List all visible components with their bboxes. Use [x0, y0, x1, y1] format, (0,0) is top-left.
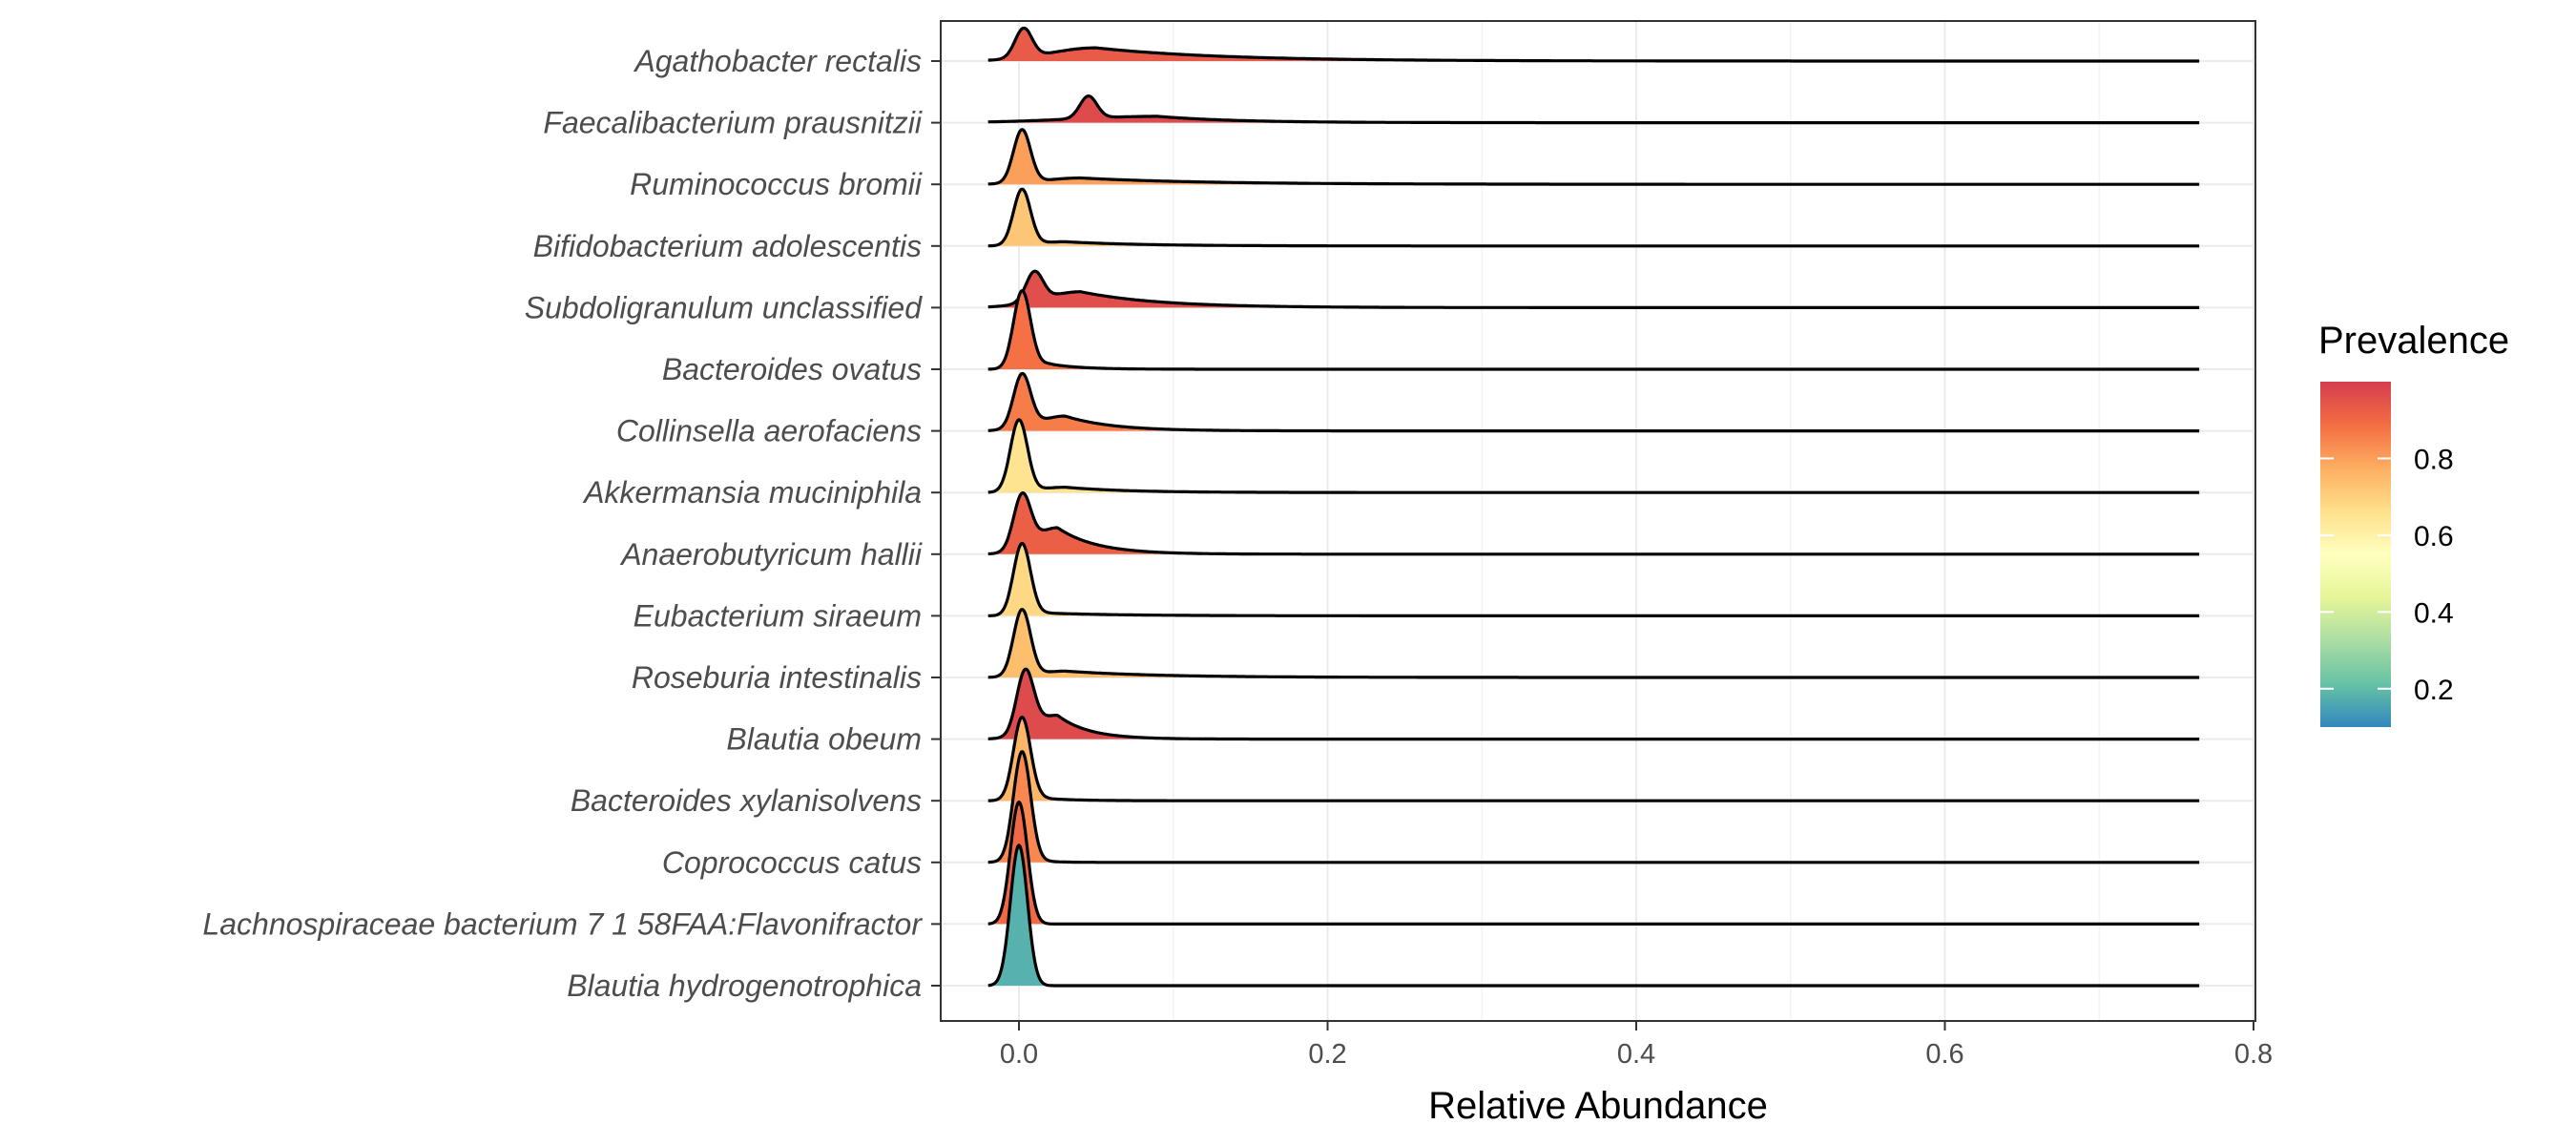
ridge-agathobacter-rectalis	[987, 26, 2200, 63]
ridge-outline	[987, 94, 2200, 125]
ridge-fill	[987, 717, 2200, 802]
ridge-outline	[987, 418, 2200, 494]
ridge-outline	[987, 716, 2200, 802]
ridge-coprococcus-catus	[987, 750, 2200, 864]
ridge-ruminococcus-bromii	[987, 128, 2200, 186]
y-tick-label: Anaerobutyricum hallii	[619, 537, 923, 572]
ridge-fill	[987, 271, 2200, 308]
ridge-bacteroides-ovatus	[987, 289, 2200, 371]
legend-tick-label: 0.4	[2414, 597, 2454, 629]
ridge-fill	[987, 28, 2200, 61]
legend-colorbar	[2320, 382, 2391, 727]
ridge-outline	[987, 269, 2200, 309]
y-tick-label: Roseburia intestinalis	[632, 660, 922, 695]
ridge-fill	[987, 189, 2200, 246]
ridge-anaerobutyricum-hallii	[987, 490, 2200, 556]
ridge-subdoligranulum-unclassified	[987, 269, 2200, 309]
ridge-fill	[987, 373, 2200, 431]
ridge-fill	[987, 669, 2200, 739]
x-axis-title: Relative Abundance	[1428, 1085, 1768, 1127]
ridge-roseburia-intestinalis	[987, 608, 2200, 679]
ridge-outline	[987, 608, 2200, 679]
x-tick-label: 0.8	[2234, 1039, 2273, 1070]
ridge-fill	[987, 492, 2200, 554]
legend-tick-label: 0.6	[2414, 521, 2454, 552]
y-tick-label: Bifidobacterium adolescentis	[533, 229, 922, 263]
ridge-akkermansia-muciniphila	[987, 418, 2200, 494]
ridge-bacteroides-xylanisolvens	[987, 716, 2200, 802]
y-tick-label: Agathobacter rectalis	[633, 44, 922, 78]
ridge-outline	[987, 289, 2200, 371]
y-tick-label: Bacteroides ovatus	[662, 352, 922, 386]
y-tick-label: Faecalibacterium prausnitzii	[543, 106, 923, 140]
ridge-outline	[987, 490, 2200, 556]
ridge-outline	[987, 187, 2200, 248]
legend-tick-label: 0.8	[2414, 444, 2454, 475]
legend: Prevalence 0.8 0.6 0.4 0.2	[2318, 320, 2509, 727]
ridge-outline	[987, 128, 2200, 186]
ridges	[987, 26, 2200, 988]
ridge-fill	[987, 129, 2200, 185]
y-tick-label: Bacteroides xylanisolvens	[571, 783, 922, 818]
x-tick-label: 0.2	[1308, 1039, 1346, 1070]
ridge-outline	[987, 542, 2200, 617]
y-tick-label: Ruminococcus bromii	[630, 167, 923, 201]
x-tick-label: 0.4	[1617, 1039, 1655, 1070]
ridge-fill	[987, 751, 2200, 863]
ridge-outline	[987, 801, 2200, 926]
ridge-eubacterium-siraeum	[987, 542, 2200, 617]
ridge-fill	[987, 609, 2200, 677]
x-tick-label: 0.6	[1925, 1039, 1963, 1070]
gridlines	[941, 21, 2255, 1021]
x-tick-label: 0.0	[1000, 1039, 1038, 1070]
y-tick-label: Blautia hydrogenotrophica	[567, 968, 922, 1003]
ridge-outline	[987, 26, 2200, 63]
ridge-faecalibacterium-prausnitzii	[987, 94, 2200, 125]
ridge-outline	[987, 371, 2200, 433]
y-tick-label: Blautia obeum	[726, 722, 922, 757]
y-tick-label: Eubacterium siraeum	[634, 598, 922, 633]
ridge-outline	[987, 667, 2200, 741]
ridge-outline	[987, 843, 2200, 988]
y-tick-label: Subdoligranulum unclassified	[525, 290, 923, 324]
ridge-blautia-hydrogenotrophica	[987, 843, 2200, 988]
ridge-fill	[987, 95, 2200, 123]
y-tick-label: Collinsella aerofaciens	[616, 414, 922, 448]
legend-tick-label: 0.2	[2414, 675, 2454, 706]
y-axis-labels: Agathobacter rectalis Faecalibacterium pr…	[202, 44, 941, 1003]
ridge-collinsella-aerofaciens	[987, 371, 2200, 433]
y-tick-label: Akkermansia muciniphila	[582, 475, 922, 510]
ridge-blautia-obeum	[987, 667, 2200, 741]
plot-panel-border	[940, 20, 2256, 1022]
legend-title: Prevalence	[2318, 320, 2509, 362]
y-tick-label: Lachnospiraceae bacterium 7 1 58FAA:Flav…	[202, 906, 923, 941]
ridge-lachnospiraceae-bacterium-7-1-58faa-flavonifractor	[987, 801, 2200, 926]
ridge-fill	[987, 844, 2200, 986]
ridge-outline	[987, 750, 2200, 864]
x-axis-ticks: 0.0 0.2 0.4 0.6 0.8	[1000, 1021, 2273, 1070]
y-tick-label: Coprococcus catus	[662, 845, 922, 880]
ridge-bifidobacterium-adolescentis	[987, 187, 2200, 248]
